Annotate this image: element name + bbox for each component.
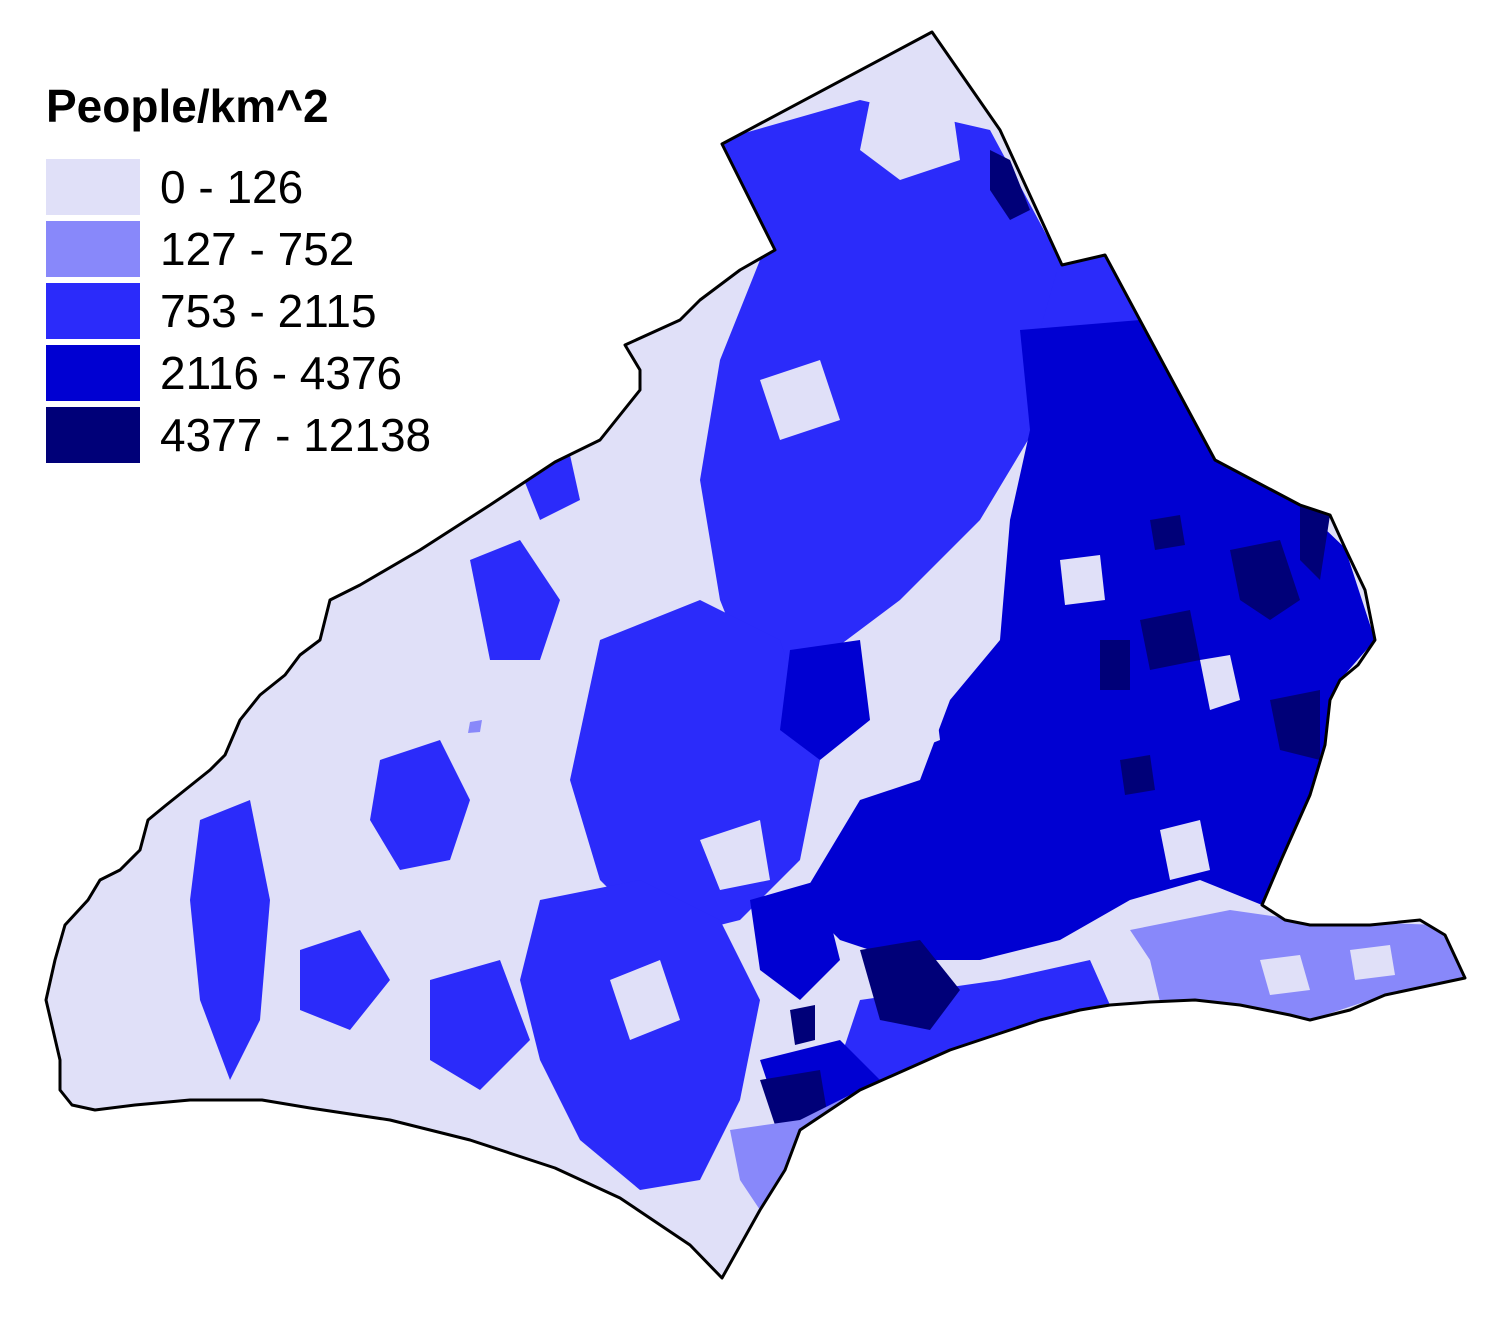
legend-row-class-4: 2116 - 4376	[46, 342, 526, 404]
density-gaps-0-126	[610, 90, 1395, 1040]
legend-swatch-class-4	[46, 345, 140, 401]
region-outline	[44, 30, 1467, 1280]
legend-label-class-5: 4377 - 12138	[160, 409, 432, 461]
legend-swatch-class-1	[46, 159, 140, 215]
legend-title: People/km^2	[46, 80, 329, 132]
legend-label-class-4: 2116 - 4376	[160, 347, 403, 399]
legend-label-class-1: 0 - 126	[160, 161, 304, 213]
legend-row-class-1: 0 - 126	[46, 156, 526, 218]
legend-swatch-class-5	[46, 407, 140, 463]
legend-label-class-3: 753 - 2115	[160, 285, 377, 337]
legend-row-class-2: 127 - 752	[46, 218, 526, 280]
legend-label-class-2: 127 - 752	[160, 223, 355, 275]
map-legend: People/km^2 0 - 126 127 - 752 753 - 2115…	[46, 78, 526, 466]
legend-swatch-class-2	[46, 221, 140, 277]
legend-row-class-5: 4377 - 12138	[46, 404, 526, 466]
legend-row-class-3: 753 - 2115	[46, 280, 526, 342]
legend-swatch-class-3	[46, 283, 140, 339]
density-patches-2116-4376	[750, 320, 1375, 1120]
